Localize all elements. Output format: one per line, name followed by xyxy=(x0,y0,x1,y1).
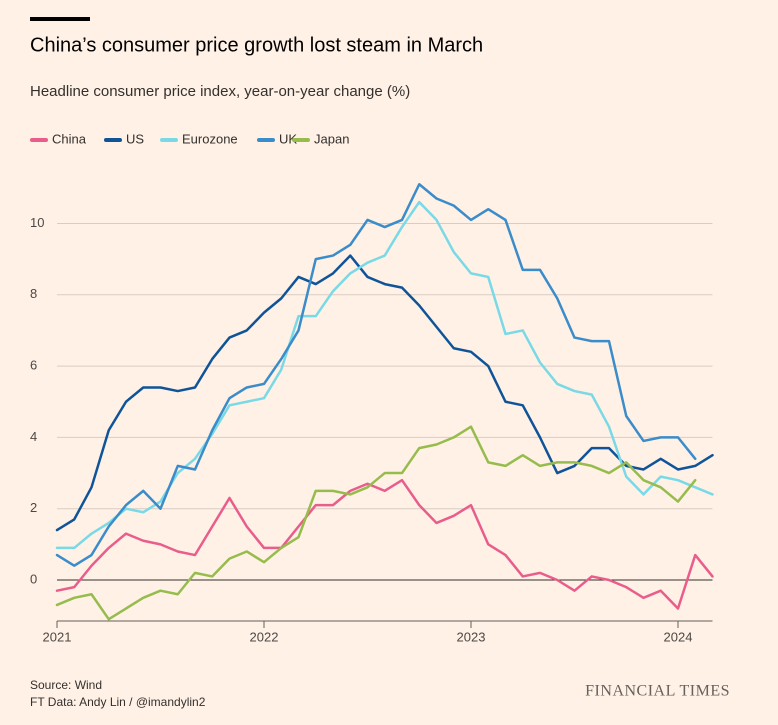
line-china xyxy=(55,478,714,610)
legend-label: UK xyxy=(279,131,297,146)
legend-label: China xyxy=(52,131,87,146)
x-tick-label: 2023 xyxy=(457,629,486,644)
x-tick-label: 2024 xyxy=(664,629,693,644)
legend-label: Japan xyxy=(314,131,349,146)
title-bar xyxy=(30,17,90,21)
chart-title: China’s consumer price growth lost steam… xyxy=(30,34,483,56)
legend-label: Eurozone xyxy=(182,131,238,146)
line-uk xyxy=(55,183,697,567)
line-japan xyxy=(55,425,697,621)
x-tick-label: 2022 xyxy=(250,629,279,644)
line-eurozone xyxy=(55,200,714,550)
y-tick-label: 2 xyxy=(30,500,37,515)
x-tick-label: 2021 xyxy=(43,629,72,644)
y-tick-label: 8 xyxy=(30,286,37,301)
source: Source: Wind xyxy=(30,678,102,692)
y-tick-label: 10 xyxy=(30,215,44,230)
y-tick-label: 0 xyxy=(30,571,37,586)
brand: FINANCIAL TIMES xyxy=(585,683,730,700)
legend-label: US xyxy=(126,131,144,146)
y-tick-label: 6 xyxy=(30,358,37,373)
chart-subtitle: Headline consumer price index, year-on-y… xyxy=(30,83,410,100)
y-tick-label: 4 xyxy=(30,429,37,444)
credit: FT Data: Andy Lin / @imandylin2 xyxy=(30,695,206,709)
line-us xyxy=(55,254,714,532)
